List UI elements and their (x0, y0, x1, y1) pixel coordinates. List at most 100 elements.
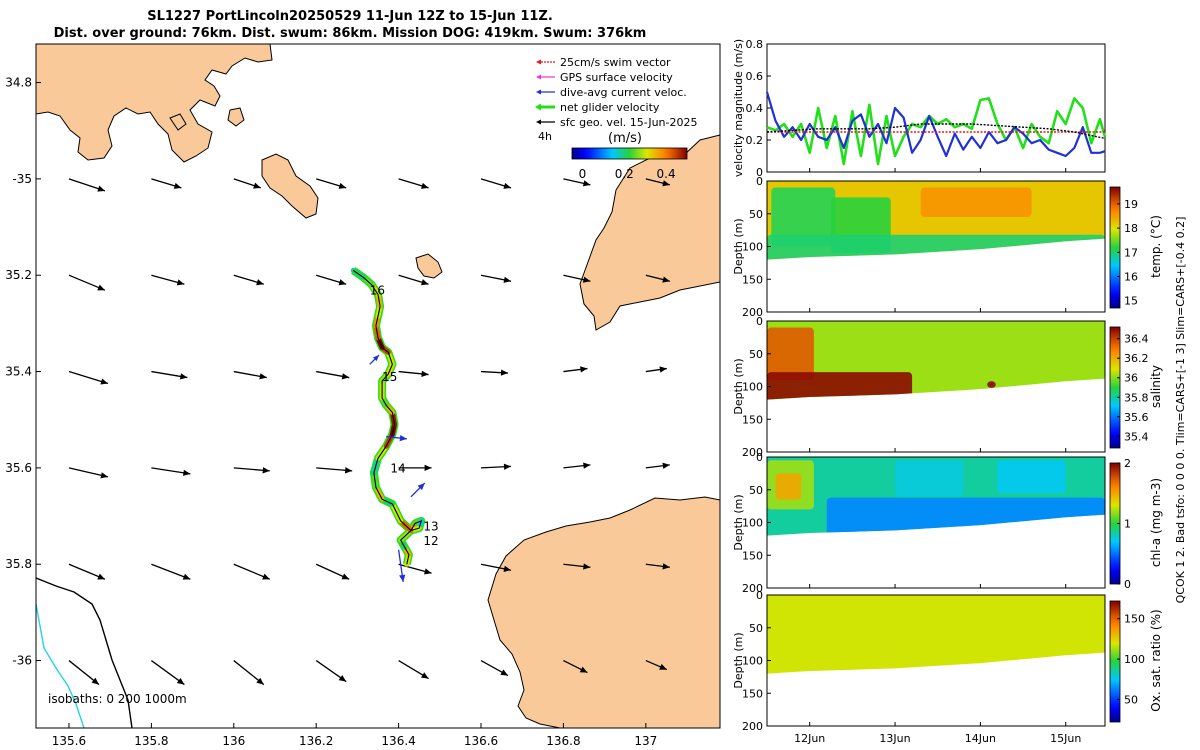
velocity-y-tick-label: 0 (756, 166, 763, 179)
isobaths-label: isobaths: 0 200 1000m (48, 692, 187, 706)
profile-ylabel: Depth (m) (732, 218, 745, 274)
colorbar-label: Ox. sat. ratio (%) (1149, 609, 1163, 711)
current-vector-arrow (398, 464, 432, 472)
colorbar-tick-label: 2 (1124, 457, 1131, 470)
map-y-tick-label: -35 (12, 172, 32, 186)
legend-sfc-geo-label: sfc geo. vel. 15-Jun-2025 (560, 116, 697, 129)
profile-y-tick-label: 50 (749, 484, 763, 497)
legend-dive-avg-label: dive-avg current veloc. (560, 86, 687, 99)
profile-patch (767, 327, 814, 380)
velocity-ylabel: velocity magnitude (m/s) (732, 39, 745, 177)
current-vector-arrow (233, 467, 270, 474)
time-axis-label: 14Jun (965, 732, 996, 745)
velocity-panel: 0 0.2 0.4 0.6 0.8 velocity magnitude (m/s) (732, 38, 1107, 179)
profile-ylabel: Depth (m) (732, 358, 745, 414)
isobath-200m (36, 577, 133, 728)
colorbar-tick-label: 19 (1124, 198, 1138, 211)
velocity-series-line (765, 91, 1106, 158)
current-vector-arrow (563, 366, 588, 373)
colorbar-tick-label: 50 (1124, 693, 1138, 706)
profile-y-tick-label: 100 (742, 241, 763, 254)
map-y-tick-label: 35.2 (5, 268, 32, 282)
colorbar-tick-label: 35.6 (1124, 411, 1149, 424)
island-1 (261, 153, 319, 219)
current-vector-arrow (645, 563, 670, 570)
profile-y-tick-label: 100 (742, 381, 763, 394)
velocity-y-tick-label: 0.4 (746, 102, 764, 115)
profile-patch (920, 187, 1032, 218)
colorbar-label: temp. (°C) (1149, 215, 1163, 278)
profile-y-tick-label: 150 (742, 549, 763, 562)
day-label: 14 (390, 462, 405, 476)
current-vector-arrow (233, 660, 265, 686)
current-vector-arrow (398, 660, 429, 680)
map-x-tick-label: 136.8 (546, 734, 580, 748)
day-label: 15 (382, 370, 397, 384)
velocity-ticks: 0 0.2 0.4 0.6 0.8 (746, 38, 1067, 179)
dive-avg-vector-arrow (410, 482, 426, 498)
profile-y-tick-label: 150 (742, 273, 763, 286)
map-x-tick-label: 136.6 (464, 734, 498, 748)
colorbar-tick-label: 100 (1124, 653, 1145, 666)
current-vector-arrow (398, 178, 429, 189)
profile-ylabel: Depth (m) (732, 494, 745, 550)
time-axis-label: 12Jun (794, 732, 825, 745)
island-3 (227, 107, 245, 127)
eyre-peninsula-land (36, 44, 273, 163)
profile-panel-salinity: 0 50 100 150 200 Depth (m) 35.4 35.6 35.8 36 36.2 3… (732, 315, 1163, 459)
current-vector-arrow (151, 370, 188, 380)
velocity-y-tick-label: 0.6 (746, 70, 764, 83)
current-vector-arrow (151, 467, 191, 476)
map-y-tick-label: 35.6 (5, 461, 32, 475)
colorbar-tick-label: 15 (1124, 295, 1138, 308)
map-axes: 135.6 135.8 136 136.2 136.4 136.6 136.8 137 34.8… (5, 76, 657, 748)
current-vector-arrow (645, 366, 667, 373)
colorbar-tick-label: 36.4 (1124, 333, 1149, 346)
profile-y-tick-label: 50 (749, 622, 763, 635)
current-vector-arrow (316, 178, 347, 189)
profile-colorbar (1109, 600, 1121, 723)
current-vector-arrow (68, 178, 106, 192)
profile-panel-temperature: 0 50 100 150 200 Depth (m) 15 16 17 18 19 temp. (°C… (732, 175, 1163, 319)
current-vector-arrow (68, 467, 109, 479)
track-line (352, 269, 423, 565)
map-x-tick-label: 137 (634, 734, 657, 748)
profile-colorbar (1109, 326, 1121, 449)
time-axis-label: 15Jun (1050, 732, 1081, 745)
map-y-tick-label: -36 (12, 654, 32, 668)
velocity-y-tick-label: 0.8 (746, 38, 764, 51)
current-vector-arrow (563, 462, 591, 469)
profile-patch (775, 473, 802, 500)
current-vector-arrow (398, 370, 429, 377)
map-y-tick-label: 35.8 (5, 557, 32, 571)
map-x-tick-label: 136.2 (299, 734, 333, 748)
velocity-y-tick-label: 0.2 (746, 134, 764, 147)
island-4 (169, 113, 187, 131)
profile-data-area (767, 457, 1105, 536)
map-y-tick-label: 34.8 (5, 76, 32, 90)
dive-avg-vector-arrow (369, 354, 380, 365)
legend-gps-velocity-label: GPS surface velocity (560, 71, 673, 84)
profile-y-tick-label: 50 (749, 208, 763, 221)
map-x-tick-label: 136 (222, 734, 245, 748)
colorbar-interval-label: 4h (538, 130, 552, 143)
current-vector-arrow (645, 462, 670, 469)
current-vector-arrow (68, 563, 106, 580)
current-vector-arrow (150, 660, 185, 686)
profile-y-tick-label: 200 (742, 720, 763, 733)
day-label: 13 (423, 520, 438, 534)
current-vector-arrow (68, 660, 100, 686)
profile-y-tick-label: 200 (742, 306, 763, 319)
legend-swim-vector-arrowhead (536, 59, 541, 65)
current-vector-arrow (480, 659, 509, 677)
profile-y-tick-label: 150 (742, 413, 763, 426)
island-2 (415, 253, 443, 279)
current-vector-arrow (316, 274, 347, 286)
legend-dive-avg-arrowhead (536, 89, 541, 95)
current-vector-arrow (480, 463, 512, 470)
current-vector-arrow (233, 563, 271, 580)
figure-title-line-2: Dist. over ground: 76km. Dist. swum: 86k… (53, 26, 647, 41)
colorbar-label: salinity (1149, 365, 1163, 408)
current-vector-arrow (645, 178, 670, 187)
